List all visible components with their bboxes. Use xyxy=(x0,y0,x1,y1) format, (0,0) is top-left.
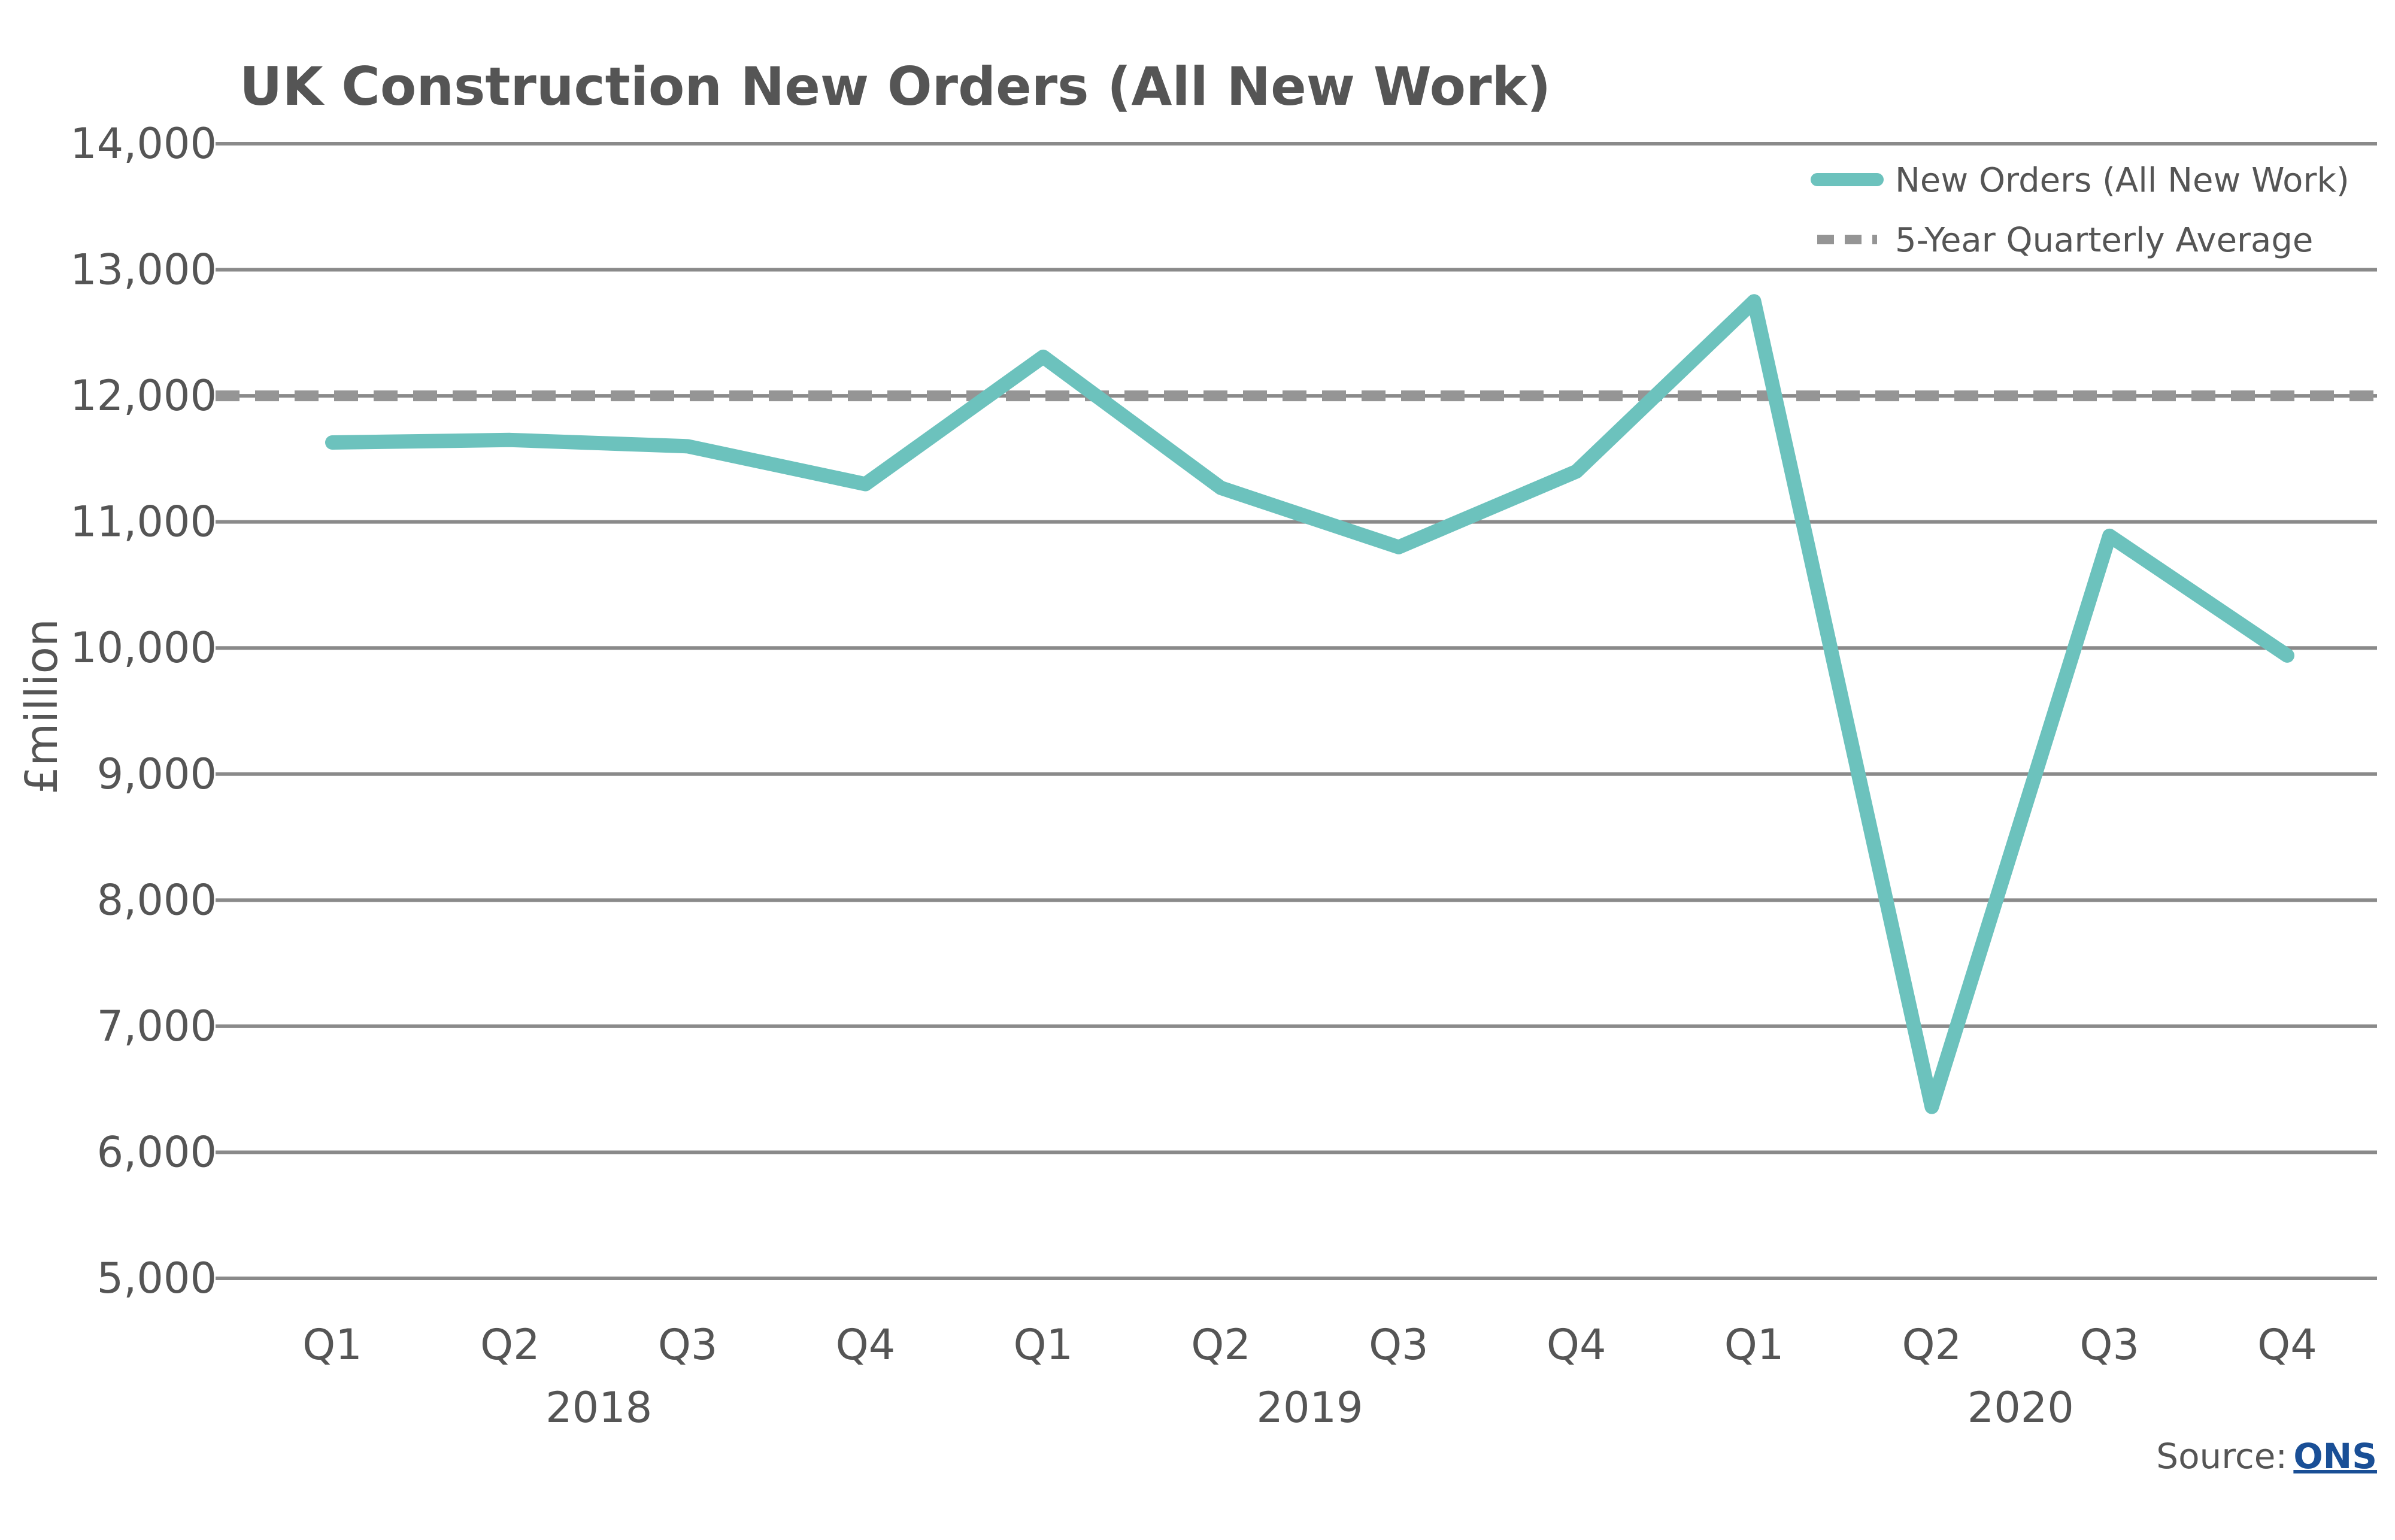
x-tick-label: Q2 xyxy=(1191,1320,1251,1369)
x-axis-year-labels: 2018 2019 2020 xyxy=(545,1383,2074,1432)
x-tick-label: Q4 xyxy=(2257,1320,2317,1369)
x-tick-label: Q4 xyxy=(836,1320,896,1369)
y-tick-label: 7,000 xyxy=(97,1002,217,1051)
series-lines xyxy=(216,294,2377,1114)
x-tick-label: Q3 xyxy=(658,1320,718,1369)
y-tick-label: 10,000 xyxy=(70,623,217,672)
source-link[interactable]: ONS xyxy=(2293,1436,2377,1477)
y-tick-label: 14,000 xyxy=(70,119,217,168)
x-tick-label: Q3 xyxy=(1369,1320,1429,1369)
y-tick-label: 8,000 xyxy=(97,875,217,924)
y-tick-label: 5,000 xyxy=(97,1254,217,1303)
x-tick-label: Q4 xyxy=(1547,1320,1606,1369)
legend-label: 5-Year Quarterly Average xyxy=(1895,221,2313,260)
legend-label: New Orders (All New Work) xyxy=(1895,161,2349,200)
source-label: Source: xyxy=(2156,1436,2287,1477)
x-tick-label: Q2 xyxy=(480,1320,540,1369)
x-tick-label: Q1 xyxy=(302,1320,362,1369)
y-axis-ticks: 5,000 6,000 7,000 8,000 9,000 10,000 11,000 12,… xyxy=(70,119,217,1303)
y-tick-label: 13,000 xyxy=(70,245,217,295)
legend: New Orders (All New Work) 5-Year Quarterl… xyxy=(1811,161,2349,260)
year-label: 2020 xyxy=(1967,1383,2074,1432)
y-tick-label: 6,000 xyxy=(97,1127,217,1177)
x-tick-label: Q2 xyxy=(1902,1320,1962,1369)
x-axis-ticks: Q1 Q2 Q3 Q4 Q1 Q2 Q3 Q4 Q1 Q2 Q3 Q4 xyxy=(302,1320,2317,1369)
x-tick-label: Q3 xyxy=(2079,1320,2139,1369)
chart-title: UK Construction New Orders (All New Work… xyxy=(240,56,1551,117)
y-axis-label: £million xyxy=(16,619,68,795)
y-tick-label: 12,000 xyxy=(70,371,217,420)
year-label: 2019 xyxy=(1256,1383,1363,1432)
x-tick-label: Q1 xyxy=(1013,1320,1073,1369)
x-tick-label: Q1 xyxy=(1724,1320,1784,1369)
new-orders-line xyxy=(325,294,2294,1114)
y-tick-label: 11,000 xyxy=(70,498,217,547)
gridlines xyxy=(216,142,2377,1280)
y-tick-label: 9,000 xyxy=(97,750,217,799)
year-label: 2018 xyxy=(545,1383,652,1432)
